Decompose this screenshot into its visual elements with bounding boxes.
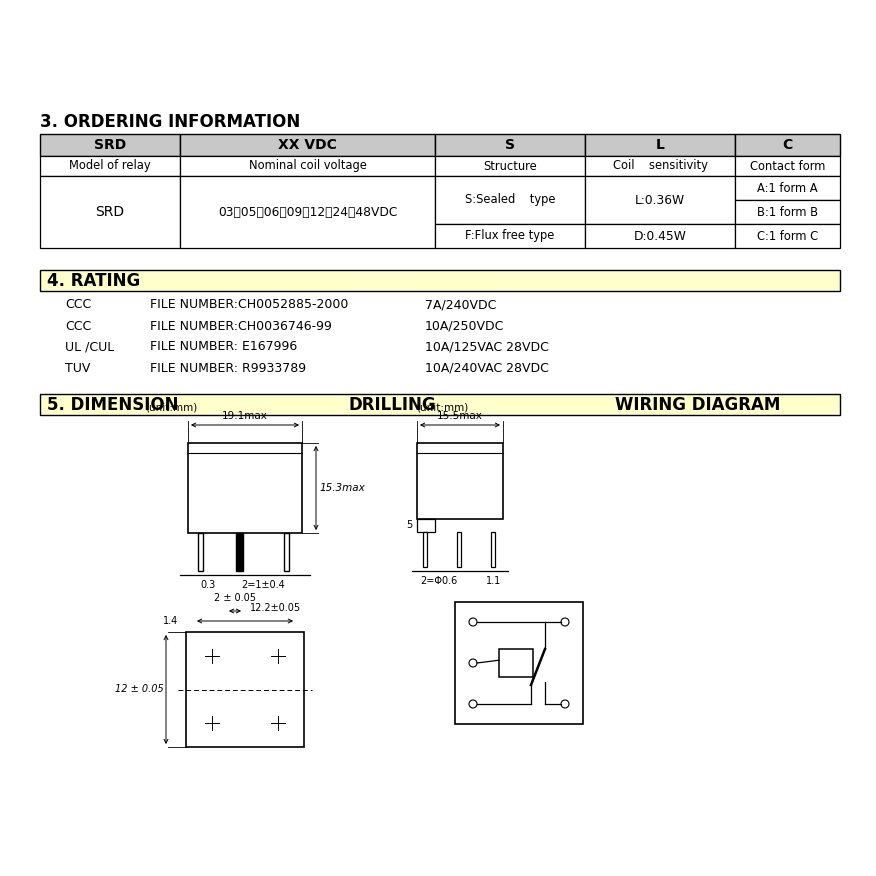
Bar bbox=[585, 156, 735, 176]
Text: SRD: SRD bbox=[94, 138, 126, 152]
Bar bbox=[735, 156, 840, 176]
Bar bbox=[735, 134, 840, 156]
Text: XX VDC: XX VDC bbox=[278, 138, 337, 152]
Bar bbox=[40, 134, 180, 156]
Text: D:0.45W: D:0.45W bbox=[633, 230, 687, 243]
Circle shape bbox=[561, 700, 569, 708]
Bar bbox=[585, 176, 735, 224]
Bar bbox=[40, 394, 840, 415]
Bar bbox=[180, 134, 435, 156]
Bar bbox=[491, 532, 495, 567]
Text: TUV: TUV bbox=[65, 362, 90, 375]
Circle shape bbox=[469, 700, 477, 708]
Text: 19.1max: 19.1max bbox=[222, 411, 268, 421]
Bar bbox=[180, 176, 435, 248]
Text: FILE NUMBER:CH0052885-2000: FILE NUMBER:CH0052885-2000 bbox=[150, 299, 349, 312]
Bar bbox=[423, 532, 427, 567]
Bar bbox=[435, 156, 585, 176]
Text: 10A/250VDC: 10A/250VDC bbox=[425, 320, 505, 333]
Text: C:1 form C: C:1 form C bbox=[757, 230, 818, 243]
Bar bbox=[236, 533, 243, 571]
Text: CCC: CCC bbox=[65, 299, 91, 312]
Text: CCC: CCC bbox=[65, 320, 91, 333]
Text: (unit:mm): (unit:mm) bbox=[416, 403, 469, 413]
Text: 5. DIMENSION: 5. DIMENSION bbox=[47, 395, 179, 413]
Circle shape bbox=[561, 618, 569, 626]
Text: UL /CUL: UL /CUL bbox=[65, 341, 114, 354]
Text: 2=1±0.4: 2=1±0.4 bbox=[241, 580, 285, 590]
Circle shape bbox=[469, 659, 477, 667]
Bar bbox=[417, 519, 435, 532]
Text: Nominal coil voltage: Nominal coil voltage bbox=[249, 159, 366, 173]
Text: 1.4: 1.4 bbox=[163, 616, 178, 626]
Text: DRILLING: DRILLING bbox=[348, 395, 435, 413]
Text: L: L bbox=[655, 138, 664, 152]
Bar bbox=[435, 176, 585, 224]
Text: 7A/240VDC: 7A/240VDC bbox=[425, 299, 497, 312]
Bar bbox=[435, 224, 585, 248]
Text: B:1 form B: B:1 form B bbox=[757, 206, 818, 218]
Circle shape bbox=[469, 618, 477, 626]
Text: FILE NUMBER:CH0036746-99: FILE NUMBER:CH0036746-99 bbox=[150, 320, 332, 333]
Text: 15.5max: 15.5max bbox=[437, 411, 483, 421]
Text: FILE NUMBER: R9933789: FILE NUMBER: R9933789 bbox=[150, 362, 306, 375]
Bar bbox=[40, 156, 180, 176]
Bar bbox=[186, 632, 304, 747]
Text: FILE NUMBER: E167996: FILE NUMBER: E167996 bbox=[150, 341, 297, 354]
Text: 10A/125VAC 28VDC: 10A/125VAC 28VDC bbox=[425, 341, 549, 354]
Bar bbox=[180, 156, 435, 176]
Text: 12 ± 0.05: 12 ± 0.05 bbox=[116, 684, 164, 695]
Text: (unit:mm): (unit:mm) bbox=[145, 403, 197, 413]
Bar bbox=[435, 134, 585, 156]
Text: 0.3: 0.3 bbox=[200, 580, 215, 590]
Text: S:Sealed    type: S:Sealed type bbox=[465, 194, 555, 207]
Text: 3. ORDERING INFORMATION: 3. ORDERING INFORMATION bbox=[40, 113, 300, 131]
Text: F:Flux free type: F:Flux free type bbox=[465, 230, 555, 243]
Text: 12.2±0.05: 12.2±0.05 bbox=[250, 603, 301, 613]
Text: Model of relay: Model of relay bbox=[69, 159, 151, 173]
Bar bbox=[40, 270, 840, 291]
Bar bbox=[735, 224, 840, 248]
Text: Structure: Structure bbox=[484, 159, 537, 173]
Bar bbox=[417, 443, 503, 519]
Text: 2=Φ0.6: 2=Φ0.6 bbox=[420, 576, 457, 586]
Text: 2 ± 0.05: 2 ± 0.05 bbox=[214, 593, 256, 603]
Bar bbox=[40, 176, 180, 248]
Text: Coil    sensitivity: Coil sensitivity bbox=[612, 159, 708, 173]
Text: 5: 5 bbox=[406, 520, 412, 531]
Text: 03、05、06、09、12、24、48VDC: 03、05、06、09、12、24、48VDC bbox=[218, 206, 397, 218]
Text: Contact form: Contact form bbox=[750, 159, 825, 173]
Text: SRD: SRD bbox=[95, 205, 124, 219]
Bar bbox=[188, 443, 302, 533]
Text: 4. RATING: 4. RATING bbox=[47, 272, 140, 289]
Bar bbox=[499, 649, 533, 677]
Bar bbox=[585, 224, 735, 248]
Text: 1.1: 1.1 bbox=[486, 576, 501, 586]
Bar bbox=[457, 532, 461, 567]
Bar bbox=[735, 200, 840, 224]
Bar bbox=[585, 134, 735, 156]
Text: A:1 form A: A:1 form A bbox=[757, 181, 818, 194]
Text: S: S bbox=[505, 138, 515, 152]
Text: C: C bbox=[782, 138, 793, 152]
Text: 15.3max: 15.3max bbox=[320, 483, 366, 493]
Text: L:0.36W: L:0.36W bbox=[635, 194, 685, 207]
Bar bbox=[455, 602, 583, 724]
Text: 10A/240VAC 28VDC: 10A/240VAC 28VDC bbox=[425, 362, 549, 375]
Text: WIRING DIAGRAM: WIRING DIAGRAM bbox=[615, 395, 781, 413]
Bar bbox=[284, 533, 289, 571]
Bar bbox=[735, 176, 840, 200]
Bar bbox=[198, 533, 203, 571]
